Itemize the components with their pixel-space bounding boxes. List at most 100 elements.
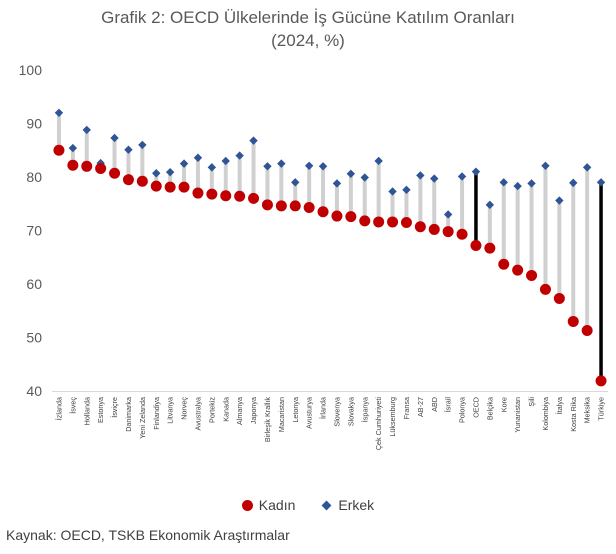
male-point	[555, 196, 564, 205]
female-point	[387, 216, 399, 228]
x-tick-label: Yunanistan	[513, 397, 522, 433]
x-tick-label: Meksika	[583, 397, 592, 423]
x-tick-label: Fransa	[402, 397, 411, 419]
male-point	[54, 108, 64, 117]
male-point	[443, 210, 453, 219]
female-point	[567, 315, 579, 327]
female-point	[53, 144, 65, 156]
x-tick-label: Slovenya	[332, 397, 341, 427]
x-tick-label: Belçika	[485, 397, 494, 420]
female-point	[178, 181, 190, 193]
y-tick-label: 100	[19, 62, 43, 78]
male-point	[165, 167, 175, 177]
male-point	[124, 145, 133, 154]
female-point	[234, 190, 246, 202]
male-point	[527, 179, 536, 188]
female-point	[484, 242, 496, 254]
female-point	[289, 200, 301, 212]
male-point	[110, 133, 119, 143]
female-point	[345, 211, 357, 223]
x-tick-label: Japonya	[249, 397, 258, 424]
male-point	[582, 163, 592, 172]
male-point	[346, 169, 356, 178]
chart-title-line1: Grafik 2: OECD Ülkelerinde İş Gücüne Kat…	[101, 8, 515, 27]
male-point	[221, 156, 230, 166]
x-tick-label: Birleşik Krallık	[263, 397, 272, 443]
male-point	[249, 136, 258, 145]
female-point	[150, 180, 162, 192]
female-point	[220, 190, 232, 202]
x-tick-label: Türkiye	[597, 397, 606, 421]
x-tick-label: Letonya	[291, 397, 300, 423]
male-point	[485, 200, 495, 210]
x-tick-label: İrlanda	[319, 397, 328, 419]
x-tick-label: Norveç	[180, 397, 189, 420]
male-point	[374, 156, 383, 166]
female-point	[414, 221, 426, 233]
y-tick-label: 70	[26, 223, 42, 239]
x-tick-label: OECD	[471, 397, 480, 418]
female-point	[136, 175, 148, 187]
chart-subtitle: (2024, %)	[271, 31, 345, 50]
female-point	[95, 162, 107, 174]
male-point	[235, 151, 244, 160]
male-point	[457, 172, 467, 181]
x-tick-label: Polonya	[458, 397, 467, 423]
female-point	[526, 269, 538, 281]
male-point	[332, 179, 342, 188]
male-point	[68, 143, 78, 153]
x-tick-label: Kosta Rika	[569, 397, 578, 432]
female-point	[275, 200, 287, 212]
x-tick-label: Avustralya	[193, 397, 202, 430]
female-point	[261, 199, 273, 211]
male-point	[304, 161, 314, 170]
male-point	[388, 187, 397, 196]
male-point	[193, 153, 203, 162]
x-tick-label: AB-27	[416, 397, 425, 417]
female-point	[359, 215, 371, 227]
diamond-marker-icon	[321, 500, 332, 510]
female-point	[512, 264, 524, 276]
x-tick-label: ABD	[430, 397, 439, 412]
y-tick-label: 90	[26, 116, 42, 132]
x-tick-label: Kore	[499, 397, 508, 412]
female-point	[470, 239, 482, 251]
x-tick-label: İtalya	[555, 397, 564, 414]
y-tick-label: 50	[26, 330, 42, 346]
legend-label-female: Kadın	[258, 497, 296, 513]
x-tick-label: İsveç	[68, 397, 77, 414]
female-point	[539, 283, 551, 295]
x-tick-label: Lüksemburg	[388, 397, 397, 437]
male-point	[291, 178, 300, 187]
female-point	[428, 223, 440, 235]
male-point	[318, 162, 328, 171]
female-point	[498, 258, 510, 270]
female-point	[373, 216, 385, 228]
legend-item-male: Erkek	[321, 497, 375, 513]
male-point	[82, 125, 91, 135]
male-point	[263, 162, 272, 171]
x-tick-label: İspanya	[360, 397, 369, 422]
male-point	[179, 159, 189, 168]
source-note: Kaynak: OECD, TSKB Ekonomik Araştırmalar	[6, 527, 290, 543]
male-point	[430, 174, 439, 183]
female-point	[248, 192, 260, 204]
x-tick-label: Kolombiya	[541, 397, 550, 431]
legend-label-male: Erkek	[338, 497, 375, 513]
male-point	[499, 178, 508, 187]
male-point	[277, 159, 286, 168]
female-point	[317, 206, 329, 218]
chart-title: Grafik 2: OECD Ülkelerinde İş Gücüne Kat…	[0, 6, 616, 52]
y-tick-label: 60	[26, 276, 42, 292]
male-point	[207, 163, 217, 172]
x-tick-label: Slovakya	[346, 397, 355, 426]
x-tick-label: Danimarka	[124, 397, 133, 432]
male-point	[138, 140, 147, 150]
male-point	[416, 171, 425, 180]
male-point	[569, 178, 578, 188]
x-tick-label: Şili	[527, 397, 536, 407]
x-tick-label: Kanada	[221, 397, 230, 422]
female-point	[81, 160, 93, 172]
circle-marker-icon	[241, 499, 253, 511]
y-tick-label: 80	[26, 169, 42, 185]
